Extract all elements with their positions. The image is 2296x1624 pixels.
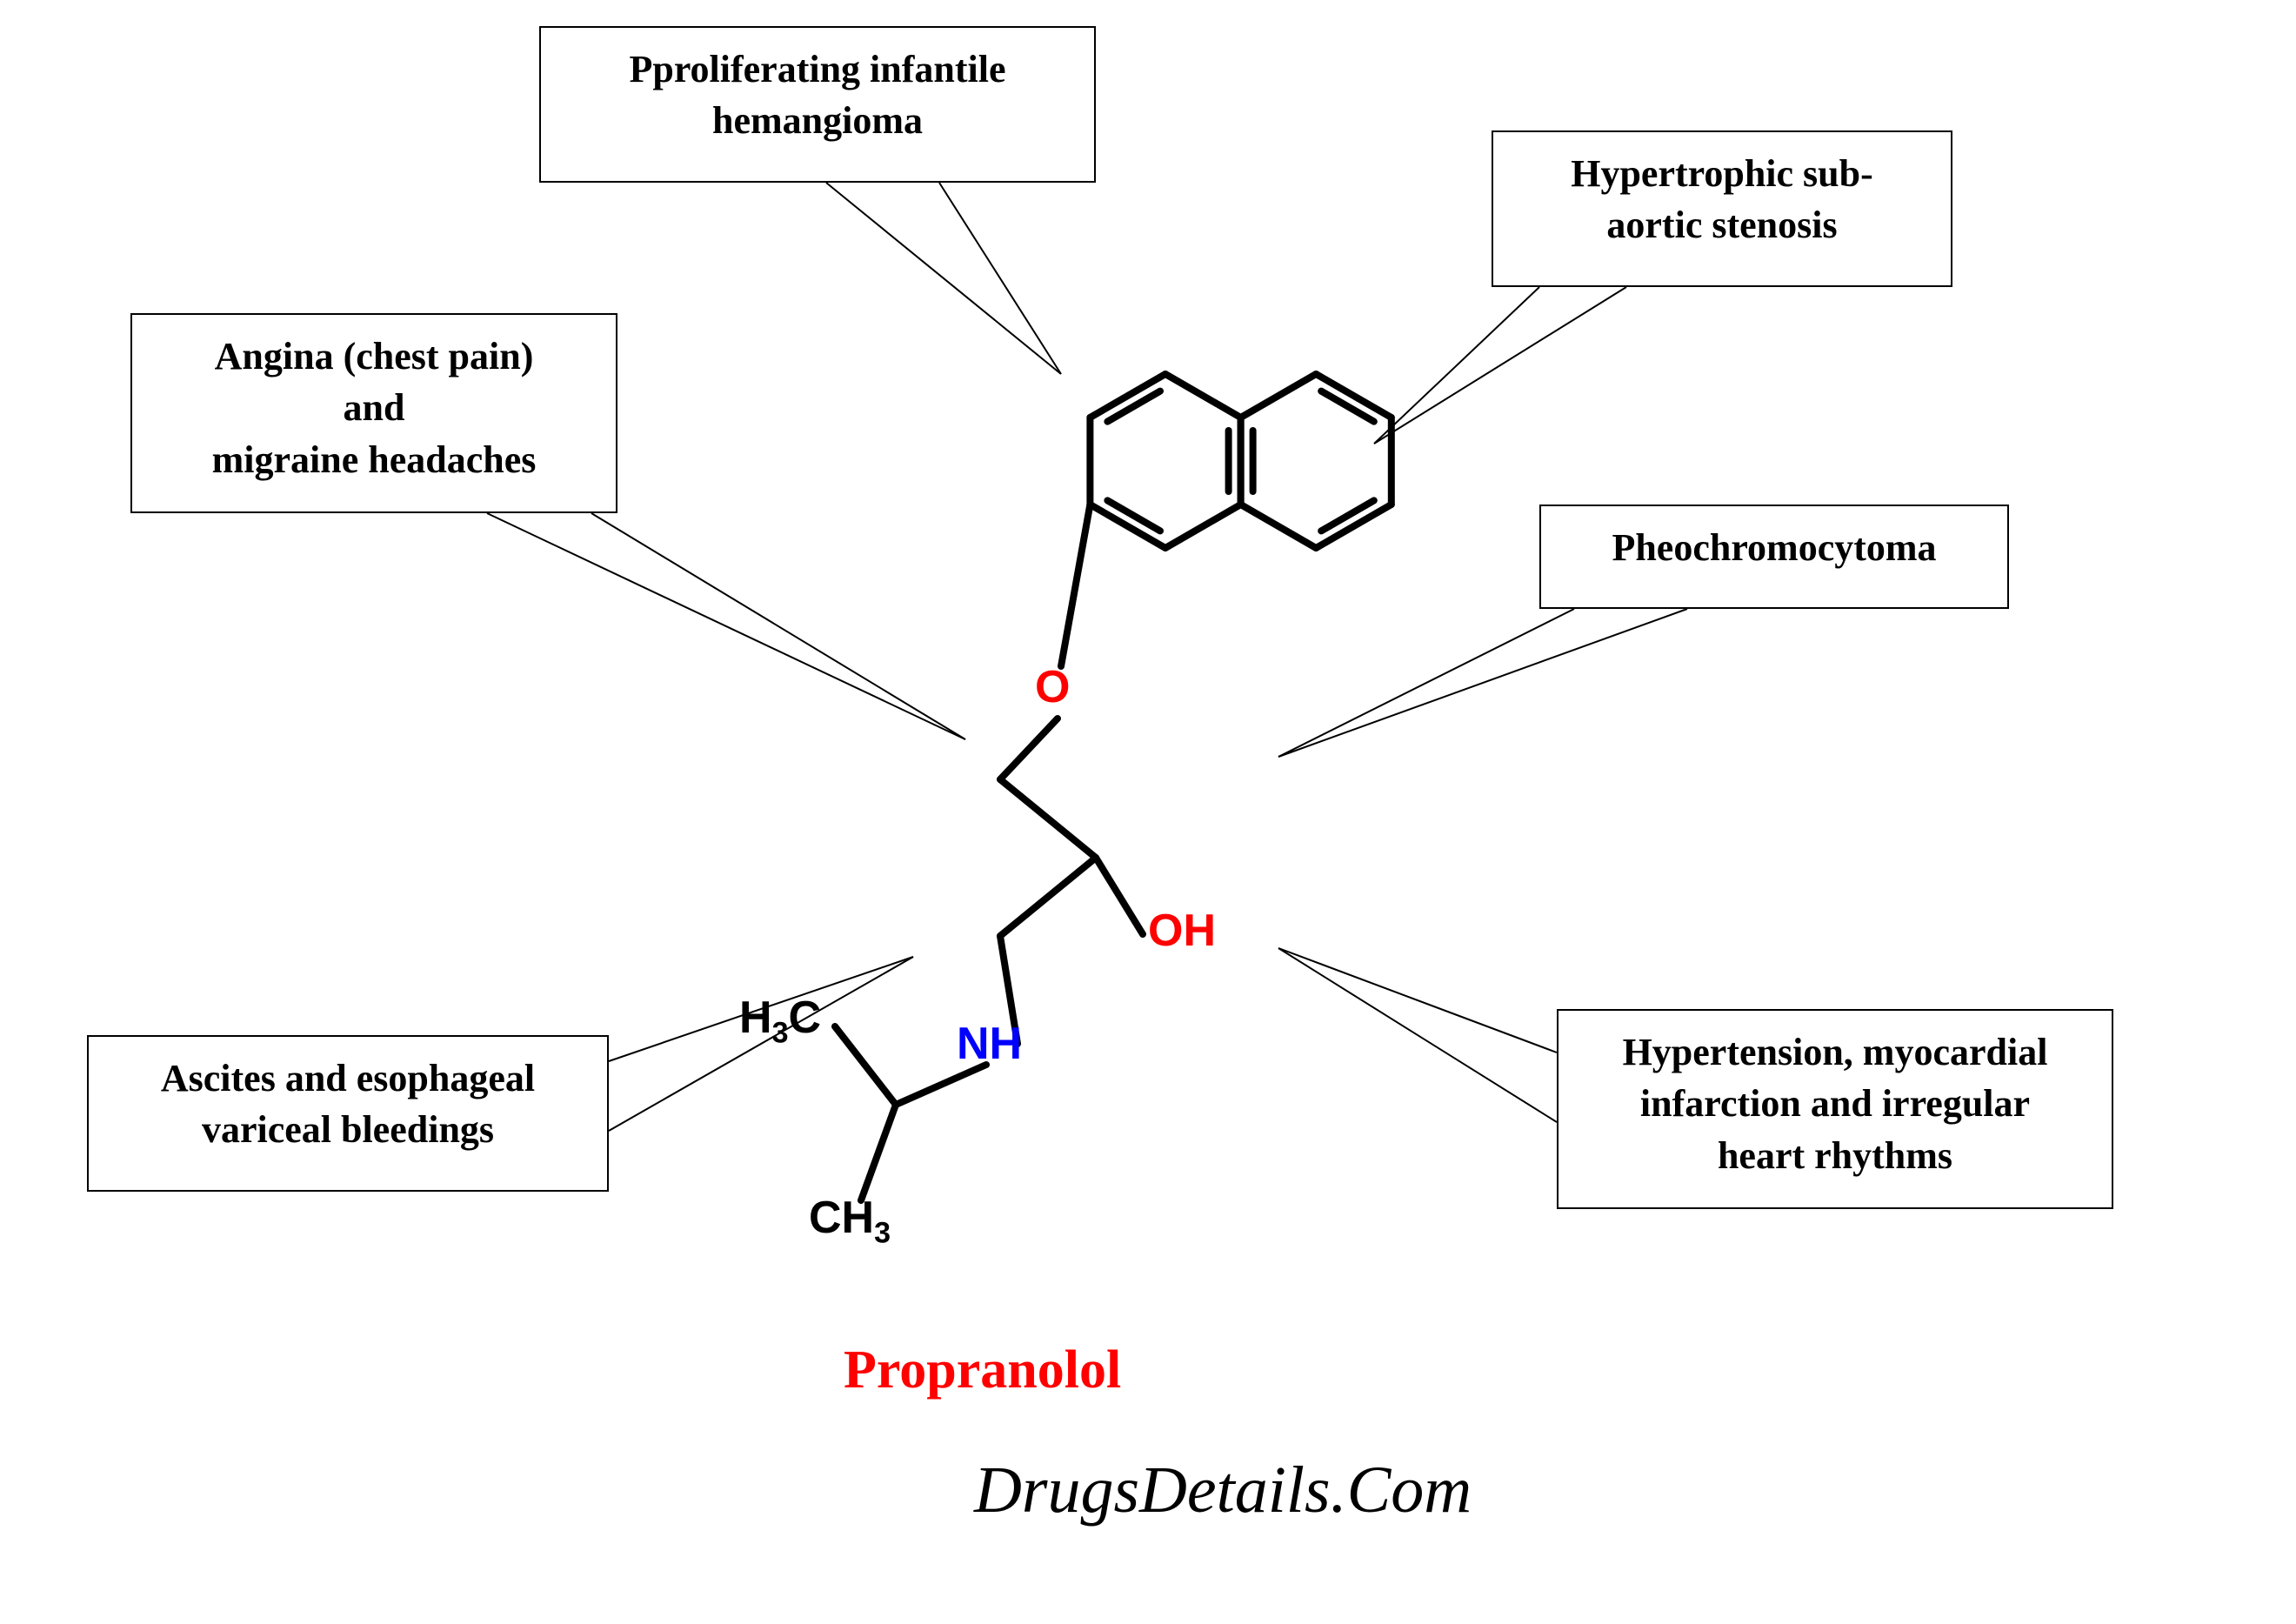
callout-ascites-variceal: Ascites and esophagealvariceal bleedings [87,1035,609,1192]
atom-o-ether: O [1035,661,1070,713]
callout-angina-migraine: Angina (chest pain)andmigraine headaches [130,313,617,513]
atom-oh: OH [1148,905,1216,957]
callout-pheochromocytoma: Pheochromocytoma [1539,505,2009,609]
site-watermark: DrugsDetails.Com [974,1453,1472,1528]
callout-hypertrophic-stenosis: Hypertrophic sub-aortic stenosis [1492,130,1952,287]
callout-hypertension-mi: Hypertension, myocardialinfarction and i… [1557,1009,2113,1209]
atom-ch3-top: H3C [739,992,821,1050]
callout-proliferating-hemangioma: Pproliferating infantilehemangioma [539,26,1096,183]
atom-ch3-bot: CH3 [809,1192,891,1250]
drug-title: Propranolol [844,1340,1121,1401]
atom-nh: NH [957,1018,1022,1070]
